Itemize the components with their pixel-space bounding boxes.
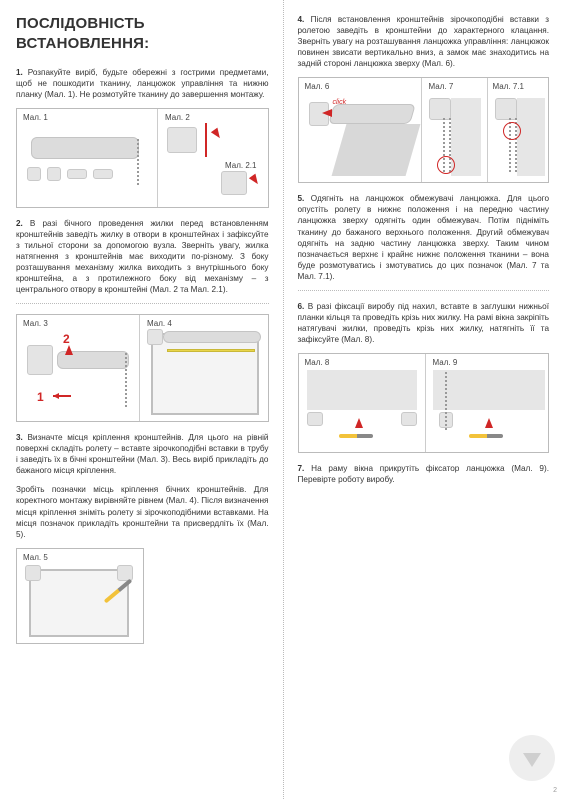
p7-text: На раму вікна прикрутіть фіксатор ланцюж… (298, 464, 549, 484)
figure-box-5: Мал. 5 (16, 548, 144, 644)
fig4-level-icon (167, 349, 255, 352)
fig21-bracket-icon (221, 171, 247, 195)
instruction-page: ПОСЛІДОВНІСТЬ ВСТАНОВЛЕННЯ: 1. Розпакуйт… (0, 0, 565, 799)
figure-box-1-2: Мал. 1 Мал. 2 Мал. 2.1 (16, 108, 269, 208)
paragraph-4: 4. Після встановлення кронштейнів зірочк… (298, 14, 550, 69)
figure-box-3-4: Мал. 3 Мал. 4 1 2 (16, 314, 269, 422)
page-number: 2 (553, 786, 557, 795)
watermark-icon (509, 735, 555, 781)
paragraph-3b: Зробіть позначки місць кріплення бічних … (16, 484, 269, 539)
fig8-label: Мал. 8 (305, 358, 330, 369)
fig71-label: Мал. 7.1 (493, 82, 524, 93)
page-title: ПОСЛІДОВНІСТЬ ВСТАНОВЛЕННЯ: (16, 14, 269, 55)
fig2-label: Мал. 2 (165, 113, 190, 124)
divider-2 (298, 290, 550, 291)
fig7-red-circle-icon (437, 156, 455, 174)
figure-box-8-9: Мал. 8 Мал. 9 (298, 353, 550, 453)
fig2-red-arrow-icon (211, 127, 223, 140)
fig5-label: Мал. 5 (23, 553, 48, 564)
fig1-roller-icon (31, 137, 139, 159)
p2-text: В разі бічного проведення жилки перед вс… (16, 219, 269, 294)
fig21-label: Мал. 2.1 (225, 161, 256, 172)
figure-box-6-7: Мал. 6 Мал. 7 Мал. 7.1 click (298, 77, 550, 183)
p6-text: В разі фіксації виробу під нахил, вставт… (298, 302, 550, 344)
fig1-part-icon (27, 167, 41, 181)
paragraph-2: 2. В разі бічного проведення жилки перед… (16, 218, 269, 295)
fig7-bracket-icon (429, 98, 451, 120)
fig6-label: Мал. 6 (305, 82, 330, 93)
paragraph-7: 7. На раму вікна прикрутіть фіксатор лан… (298, 463, 550, 485)
fig7-label: Мал. 7 (429, 82, 454, 93)
p4-text: Після встановлення кронштейнів зірочкопо… (298, 15, 550, 68)
paragraph-1: 1. Розпакуйте виріб, будьте обережні з г… (16, 67, 269, 100)
paragraph-5: 5. Одягніть на ланцюжок обмежувачі ланцю… (298, 193, 550, 282)
right-column: 4. Після встановлення кронштейнів зірочк… (283, 0, 565, 799)
p5-text: Одягніть на ланцюжок обмежувачі ланцюжка… (298, 194, 550, 280)
fig9-label: Мал. 9 (433, 358, 458, 369)
divider-1 (16, 303, 269, 304)
fig3-label: Мал. 3 (23, 319, 48, 330)
p3a-text: Визначте місця кріплення кронштейнів. Дл… (16, 433, 269, 475)
p1-text: Розпакуйте виріб, будьте обережні з гост… (16, 68, 269, 99)
fig8-fabric-icon (307, 370, 417, 410)
fig1-label: Мал. 1 (23, 113, 48, 124)
fig4-frame-icon (151, 333, 259, 415)
fig3-num1: 1 (37, 389, 44, 405)
left-column: ПОСЛІДОВНІСТЬ ВСТАНОВЛЕННЯ: 1. Розпакуйт… (0, 0, 283, 799)
paragraph-6: 6. В разі фіксації виробу під нахил, вст… (298, 301, 550, 345)
fig8-screwdriver-icon (339, 434, 373, 438)
fig5-frame-icon (29, 569, 129, 637)
fig2-bracket-icon (167, 127, 197, 153)
fig9-screwdriver-icon (469, 434, 503, 438)
fig3-bracket-icon (27, 345, 53, 375)
paragraph-3a: 3. Визначте місця кріплення кронштейнів.… (16, 432, 269, 476)
fig6-click-label: click (333, 98, 347, 107)
